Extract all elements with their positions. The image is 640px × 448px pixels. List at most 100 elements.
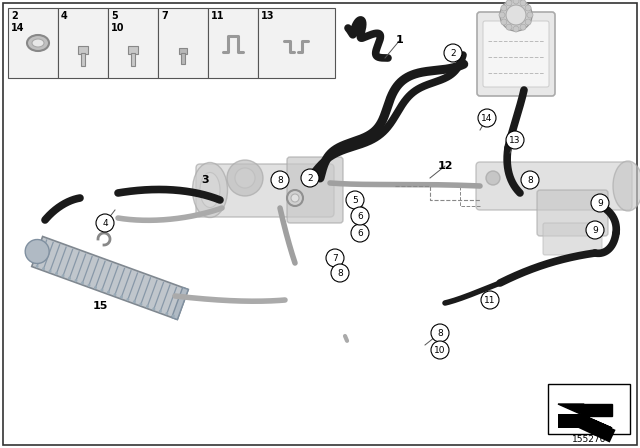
Circle shape [165, 312, 168, 315]
Text: 14: 14 [11, 23, 24, 33]
Polygon shape [558, 404, 612, 428]
Text: 2: 2 [450, 48, 456, 57]
Circle shape [36, 265, 38, 268]
Text: 12: 12 [437, 161, 452, 171]
Text: 8: 8 [527, 176, 533, 185]
Ellipse shape [200, 172, 220, 207]
Text: 2: 2 [11, 11, 18, 21]
Circle shape [506, 131, 524, 149]
Circle shape [500, 0, 532, 31]
Circle shape [351, 224, 369, 242]
Text: 8: 8 [337, 268, 343, 277]
FancyBboxPatch shape [287, 157, 343, 223]
Circle shape [513, 26, 519, 32]
Polygon shape [584, 404, 612, 416]
Text: 3: 3 [201, 175, 209, 185]
Circle shape [140, 303, 142, 306]
Circle shape [486, 171, 500, 185]
Circle shape [146, 305, 149, 308]
Circle shape [351, 207, 369, 225]
Text: 11: 11 [484, 296, 496, 305]
Ellipse shape [193, 163, 227, 217]
Circle shape [346, 191, 364, 209]
FancyBboxPatch shape [32, 237, 188, 319]
Circle shape [501, 5, 507, 11]
Bar [179, 48, 188, 54]
Bar [172, 288, 188, 319]
Circle shape [506, 5, 526, 25]
Text: 5: 5 [352, 195, 358, 204]
Bar [58, 8, 108, 78]
Circle shape [431, 324, 449, 342]
Circle shape [68, 277, 71, 280]
Circle shape [159, 310, 162, 313]
Ellipse shape [27, 35, 49, 51]
Circle shape [331, 264, 349, 282]
Circle shape [506, 24, 512, 30]
Bar [548, 384, 630, 434]
FancyBboxPatch shape [543, 223, 602, 255]
Circle shape [301, 169, 319, 187]
Circle shape [355, 206, 365, 216]
Circle shape [120, 296, 123, 298]
Circle shape [61, 274, 65, 277]
Polygon shape [558, 396, 622, 428]
FancyBboxPatch shape [483, 21, 549, 87]
Circle shape [88, 284, 90, 287]
Circle shape [235, 168, 255, 188]
FancyBboxPatch shape [537, 190, 608, 236]
Circle shape [520, 0, 526, 6]
Circle shape [25, 240, 49, 263]
Circle shape [326, 249, 344, 267]
Text: 15: 15 [92, 301, 108, 311]
Text: 7: 7 [332, 254, 338, 263]
Text: 155276: 155276 [572, 435, 606, 444]
Text: 10: 10 [435, 345, 445, 354]
Circle shape [499, 12, 505, 18]
Text: 4: 4 [61, 11, 68, 21]
Text: 14: 14 [481, 113, 493, 122]
FancyBboxPatch shape [477, 12, 555, 96]
Text: 9: 9 [597, 198, 603, 207]
Circle shape [525, 19, 531, 25]
Circle shape [330, 253, 340, 263]
Text: 7: 7 [161, 11, 168, 21]
Circle shape [81, 281, 84, 284]
Ellipse shape [334, 272, 346, 280]
Bar [78, 46, 88, 54]
Circle shape [501, 19, 507, 25]
Ellipse shape [613, 161, 640, 211]
Text: 6: 6 [357, 228, 363, 237]
Bar [128, 46, 138, 54]
Bar [131, 53, 135, 66]
Text: 11: 11 [211, 11, 225, 21]
Bar [158, 8, 208, 78]
Circle shape [42, 267, 45, 270]
Circle shape [152, 307, 156, 310]
Ellipse shape [32, 39, 44, 47]
Text: 9: 9 [592, 225, 598, 234]
Text: 2: 2 [307, 173, 313, 182]
Circle shape [227, 160, 263, 196]
Text: 4: 4 [102, 219, 108, 228]
Circle shape [287, 190, 303, 206]
Bar [258, 8, 335, 78]
Bar [8, 8, 58, 78]
Ellipse shape [524, 179, 536, 187]
Circle shape [506, 0, 512, 6]
Circle shape [431, 341, 449, 359]
Text: 13: 13 [261, 11, 275, 21]
Circle shape [478, 109, 496, 127]
Text: 6: 6 [357, 211, 363, 220]
FancyBboxPatch shape [196, 164, 334, 217]
Circle shape [521, 171, 539, 189]
Circle shape [96, 214, 114, 232]
Bar [558, 414, 584, 428]
Circle shape [172, 314, 175, 318]
Circle shape [113, 293, 116, 296]
Circle shape [355, 223, 365, 233]
Text: 5: 5 [111, 11, 118, 21]
Bar [181, 53, 185, 64]
Text: 8: 8 [277, 176, 283, 185]
Bar [577, 415, 616, 443]
